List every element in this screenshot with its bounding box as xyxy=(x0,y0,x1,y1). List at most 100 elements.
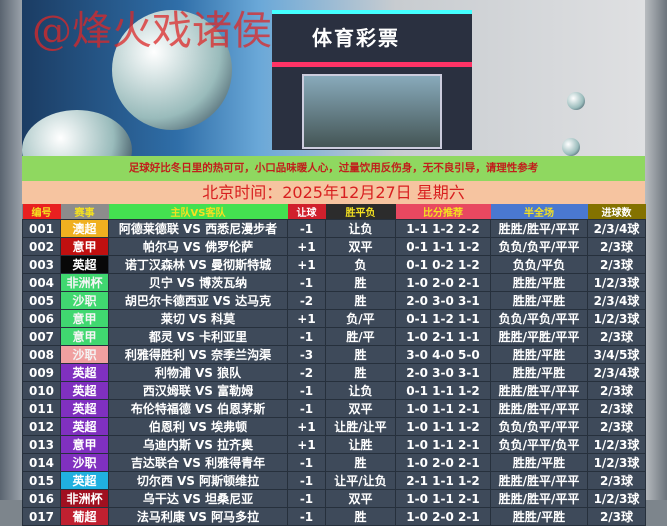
league-tag: 英超 xyxy=(60,381,109,400)
handicap: -3 xyxy=(287,345,326,364)
score-prediction: 1-0 1-1 2-1 xyxy=(395,435,491,454)
total-goals: 2/3球 xyxy=(587,381,646,400)
score-prediction: 0-1 0-2 1-2 xyxy=(395,255,491,274)
watermark: @烽火戏诸侯 xyxy=(32,8,272,54)
match-teams: 伯恩利 VS 埃弗顿 xyxy=(108,417,288,436)
handicap: +1 xyxy=(287,309,326,328)
match-number: 014 xyxy=(22,453,61,472)
league-tag: 葡超 xyxy=(60,507,109,526)
handicap: -1 xyxy=(287,507,326,526)
total-goals: 2/3球 xyxy=(587,327,646,346)
half-full-time: 胜胜/平胜/平平 xyxy=(490,327,588,346)
handicap: -1 xyxy=(287,273,326,292)
score-prediction: 1-0 1-1 2-1 xyxy=(395,399,491,418)
table-row: 017 葡超 法马利康 VS 阿马多拉 -1 胜 1-0 2-0 2-1 胜胜/平胜 2/3球 xyxy=(22,507,646,526)
half-full-time: 胜胜/胜平/平平 xyxy=(490,471,588,490)
match-number: 001 xyxy=(22,219,61,238)
win-draw-loss: 胜 xyxy=(325,507,396,526)
handicap: +1 xyxy=(287,417,326,436)
match-number: 009 xyxy=(22,363,61,382)
total-goals: 2/3球 xyxy=(587,507,646,526)
table-row: 010 英超 西汉姆联 VS 富勒姆 -1 让负 0-1 1-1 1-2 胜胜/胜平/平平 2… xyxy=(22,381,646,400)
football-icon xyxy=(22,110,132,156)
match-teams: 帕尔马 VS 佛罗伦萨 xyxy=(108,237,288,256)
table-row: 011 英超 布伦特福德 VS 伯恩茅斯 -1 双平 1-0 1-1 2-1 胜胜/胜平/平… xyxy=(22,399,646,418)
total-goals: 2/3球 xyxy=(587,471,646,490)
match-teams: 阿德莱德联 VS 西悉尼漫步者 xyxy=(108,219,288,238)
league-tag: 澳超 xyxy=(60,219,109,238)
score-prediction: 1-0 1-1 1-2 xyxy=(395,417,491,436)
score-prediction: 2-0 3-0 3-1 xyxy=(395,291,491,310)
match-number: 017 xyxy=(22,507,61,526)
match-table: 编号 赛事 主队VS客队 让球 胜平负 比分推荐 半全场 进球数 001 澳超 阿德莱德联 VS … xyxy=(22,204,646,526)
notice-bar: 足球好比冬日里的热可可，小口品味暖人心，过量饮用反伤身，无不良引导，请理性参考 xyxy=(22,156,645,181)
score-prediction: 1-0 2-0 2-1 xyxy=(395,273,491,292)
total-goals: 1/2/3球 xyxy=(587,309,646,328)
half-full-time: 胜胜/胜平/平平 xyxy=(490,399,588,418)
handicap: -1 xyxy=(287,453,326,472)
win-draw-loss: 双平 xyxy=(325,399,396,418)
score-prediction: 0-1 1-2 1-1 xyxy=(395,309,491,328)
league-tag: 英超 xyxy=(60,363,109,382)
table-row: 008 沙职 利雅得胜利 VS 奈季兰沟渠 -3 胜 3-0 4-0 5-0 胜胜/平胜 3/… xyxy=(22,345,646,364)
league-tag: 沙职 xyxy=(60,453,109,472)
total-goals: 2/3/4球 xyxy=(587,219,646,238)
column-header: 比分推荐 xyxy=(395,204,491,220)
match-number: 003 xyxy=(22,255,61,274)
column-header: 半全场 xyxy=(490,204,588,220)
win-draw-loss: 让负 xyxy=(325,381,396,400)
league-tag: 意甲 xyxy=(60,327,109,346)
right-edge xyxy=(645,0,667,500)
total-goals: 1/2/3球 xyxy=(587,453,646,472)
half-full-time: 胜胜/平胜 xyxy=(490,453,588,472)
football-icon xyxy=(567,92,585,110)
handicap: -1 xyxy=(287,381,326,400)
score-prediction: 2-1 1-1 1-2 xyxy=(395,471,491,490)
match-teams: 切尔西 VS 阿斯顿维拉 xyxy=(108,471,288,490)
handicap: +1 xyxy=(287,435,326,454)
column-header: 编号 xyxy=(22,204,61,220)
win-draw-loss: 负/平 xyxy=(325,309,396,328)
match-number: 015 xyxy=(22,471,61,490)
win-draw-loss: 胜 xyxy=(325,363,396,382)
table-row: 006 意甲 莱切 VS 科莫 +1 负/平 0-1 1-2 1-1 负负/平负/平平 1/2… xyxy=(22,309,646,328)
league-tag: 英超 xyxy=(60,417,109,436)
win-draw-loss: 双平 xyxy=(325,237,396,256)
half-full-time: 负负/平平/负平 xyxy=(490,435,588,454)
store-door xyxy=(302,74,442,149)
table-row: 012 英超 伯恩利 VS 埃弗顿 +1 让胜/让平 1-0 1-1 1-2 负负/负平/平… xyxy=(22,417,646,436)
match-number: 004 xyxy=(22,273,61,292)
column-header: 胜平负 xyxy=(325,204,396,220)
league-tag: 英超 xyxy=(60,399,109,418)
handicap: +1 xyxy=(287,237,326,256)
win-draw-loss: 胜/平 xyxy=(325,327,396,346)
win-draw-loss: 双平 xyxy=(325,489,396,508)
match-teams: 诺丁汉森林 VS 曼彻斯特城 xyxy=(108,255,288,274)
table-row: 015 英超 切尔西 VS 阿斯顿维拉 -1 让平/让负 2-1 1-1 1-2 胜胜/胜平… xyxy=(22,471,646,490)
table-row: 014 沙职 吉达联合 VS 利雅得青年 -1 胜 1-0 2-0 2-1 胜胜/平胜 1/2… xyxy=(22,453,646,472)
handicap: -1 xyxy=(287,219,326,238)
win-draw-loss: 胜 xyxy=(325,273,396,292)
store-sign: 体育彩票 xyxy=(312,26,400,50)
total-goals: 1/2/3球 xyxy=(587,489,646,508)
league-tag: 非洲杯 xyxy=(60,489,109,508)
match-number: 016 xyxy=(22,489,61,508)
league-tag: 沙职 xyxy=(60,345,109,364)
win-draw-loss: 让负 xyxy=(325,219,396,238)
half-full-time: 负负/平负 xyxy=(490,255,588,274)
lottery-poster: 体育彩票 @烽火戏诸侯 足球好比冬日里的热可可，小口品味暖人心，过量饮用反伤身，… xyxy=(22,0,646,526)
handicap: -1 xyxy=(287,327,326,346)
table-row: 013 意甲 乌迪内斯 VS 拉齐奥 +1 让胜 1-0 1-1 2-1 负负/平平/负平 1… xyxy=(22,435,646,454)
handicap: -1 xyxy=(287,471,326,490)
half-full-time: 负负/平负/平平 xyxy=(490,309,588,328)
league-tag: 非洲杯 xyxy=(60,273,109,292)
win-draw-loss: 让平/让负 xyxy=(325,471,396,490)
score-prediction: 3-0 4-0 5-0 xyxy=(395,345,491,364)
table-row: 003 英超 诺丁汉森林 VS 曼彻斯特城 +1 负 0-1 0-2 1-2 负负/平负 2/… xyxy=(22,255,646,274)
match-teams: 乌迪内斯 VS 拉齐奥 xyxy=(108,435,288,454)
column-header: 进球数 xyxy=(587,204,646,220)
score-prediction: 1-0 1-1 2-1 xyxy=(395,489,491,508)
half-full-time: 负负/负平/平平 xyxy=(490,417,588,436)
left-edge xyxy=(0,0,22,500)
handicap: -2 xyxy=(287,363,326,382)
